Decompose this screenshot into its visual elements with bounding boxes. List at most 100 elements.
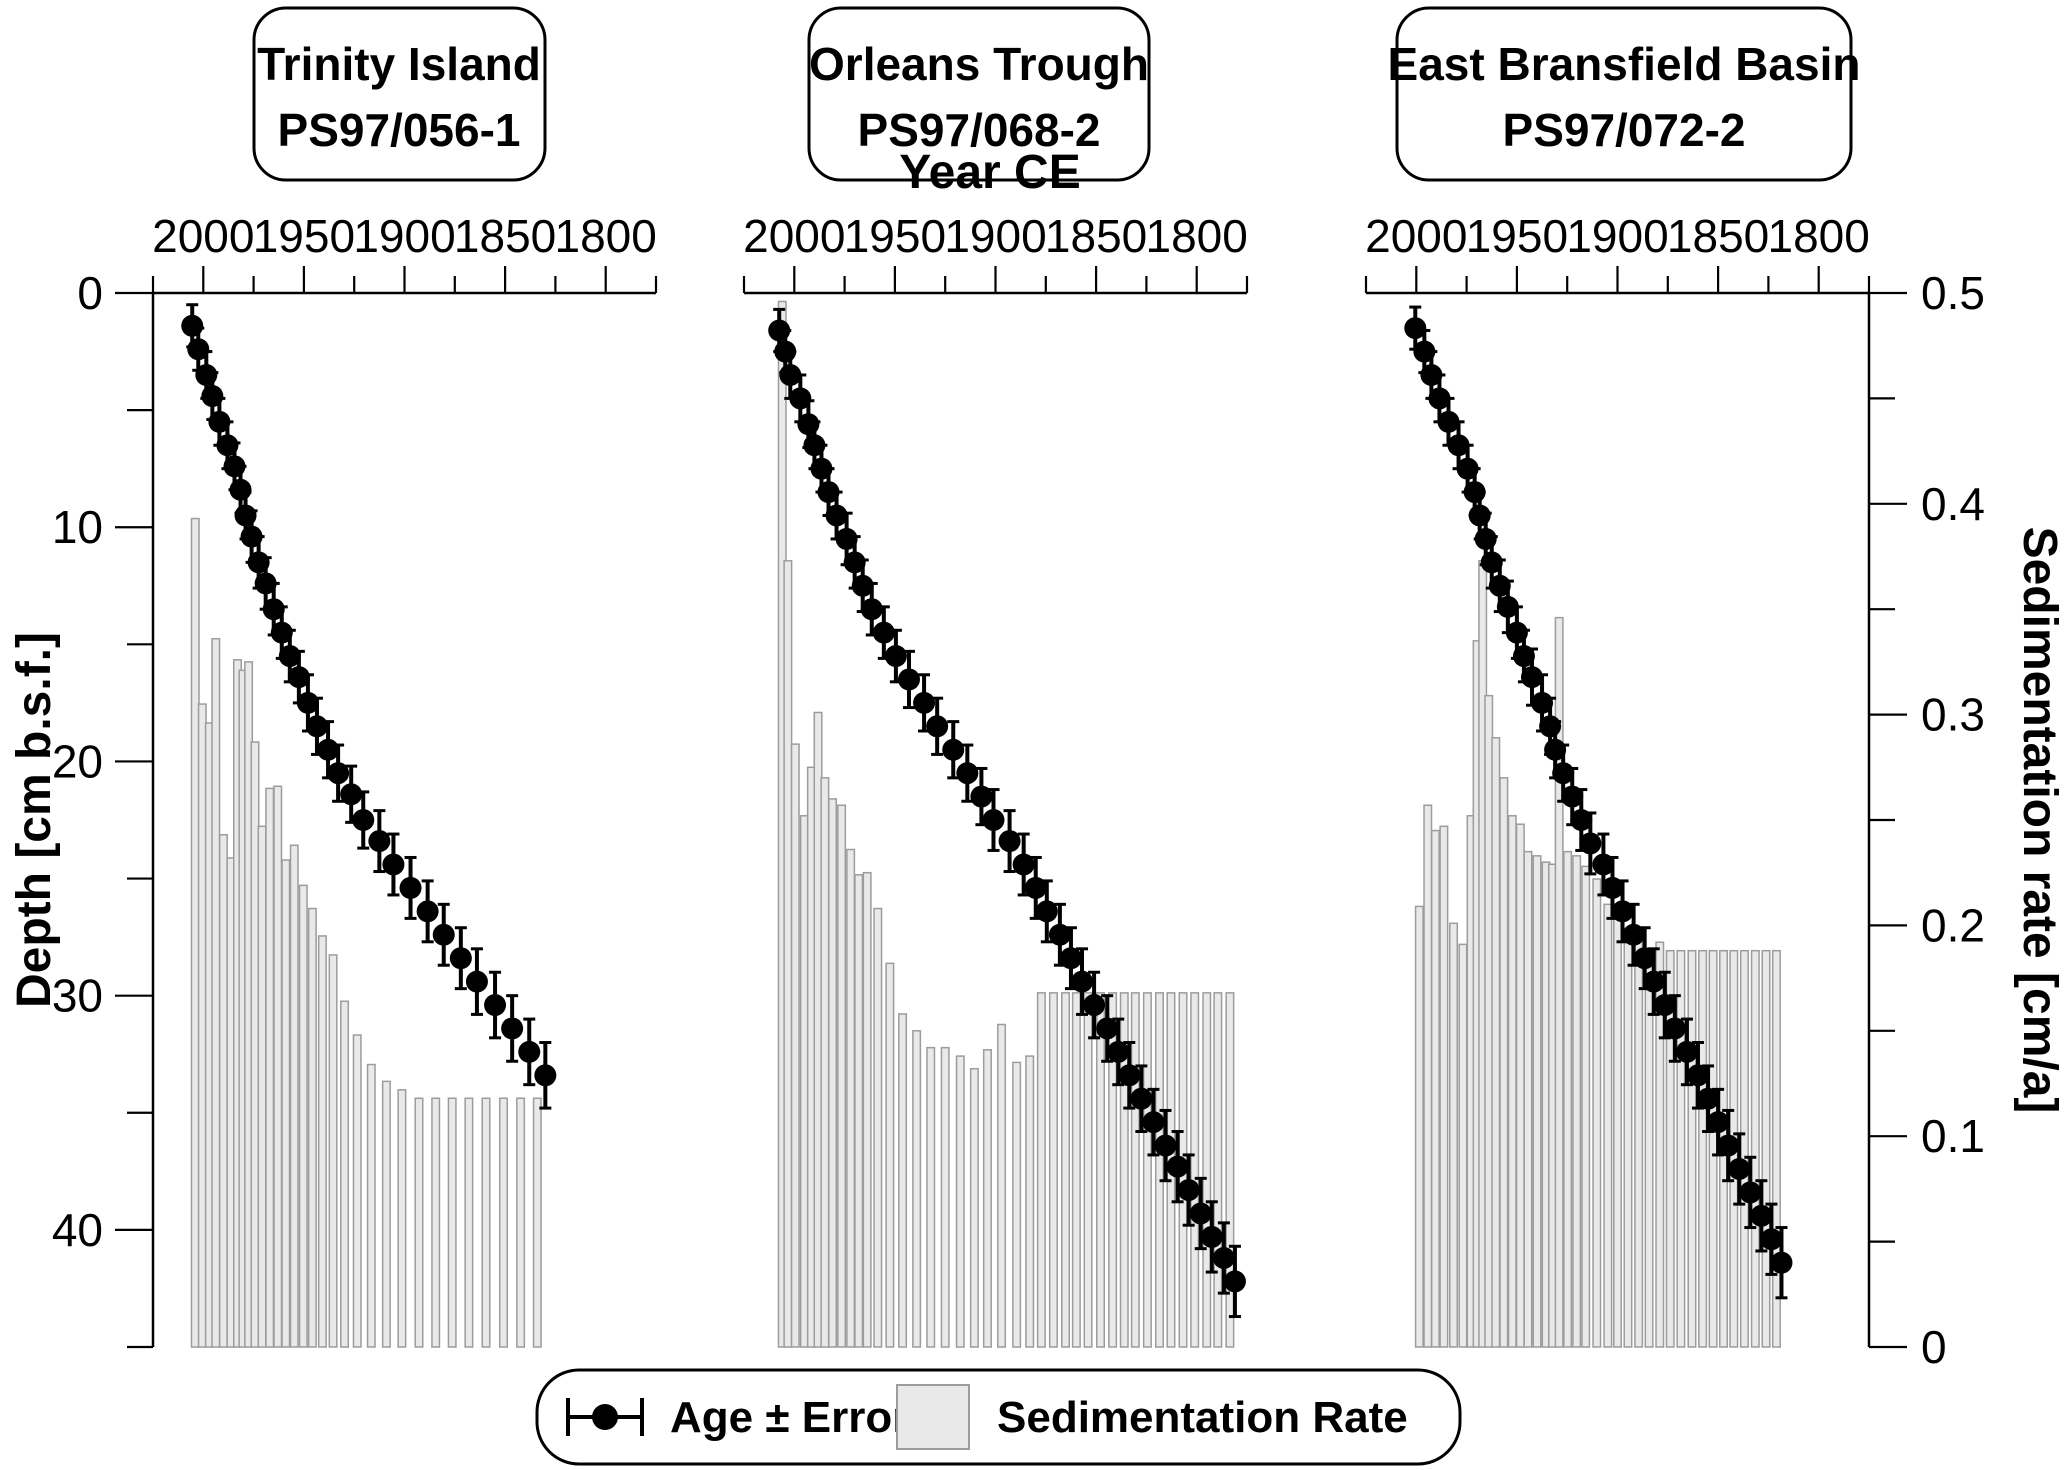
age-error-points [1404,305,1793,1300]
age-point [1223,1270,1246,1293]
age-point [825,504,848,527]
sedimentation-rate-bar [912,1030,922,1348]
y-left-tick-label: 30 [52,970,103,1022]
age-point [501,1017,524,1040]
x-axis-tick-label: 1850 [1667,210,1769,262]
age-point [229,478,252,501]
sedimentation-rate-bar [1687,949,1697,1348]
panel-title-box-east-bransfield-basin: East Bransfield Basin PS97/072-2 [1388,6,1860,182]
age-point [1697,1087,1720,1110]
x-axis-tick-label: 2000 [743,210,845,262]
sedimentation-rate-bar [1613,909,1622,1348]
y-left-tick-label: 40 [52,1204,103,1256]
age-point [1404,317,1427,340]
sedimentation-rate-bar [298,884,308,1348]
sedimentation-rate-bars [190,517,542,1348]
age-point [1154,1134,1177,1157]
sedimentation-rate-bar [218,834,228,1348]
panel-title-orleans-trough: Orleans Trough [809,38,1149,90]
age-point [449,947,472,970]
sedimentation-rate-bar [1190,992,1200,1348]
sedimentation-rate-bar [997,1023,1007,1348]
sedimentation-rate-bar [1213,992,1223,1348]
age-point [484,994,507,1017]
age-point [942,738,965,761]
age-point [1770,1251,1793,1274]
sedimentation-rate-bar [1771,949,1781,1348]
age-point [970,785,993,808]
sedimentation-rate-bar [1507,815,1517,1348]
sedimentation-rate-bar [273,785,283,1348]
age-point [1083,994,1106,1017]
age-point [1048,923,1071,946]
x-axis-tick-label: 2000 [152,210,254,262]
sedimentation-rate-bar [955,1055,965,1348]
sedimentation-rate-bars [1414,559,1781,1348]
age-point [534,1064,557,1087]
age-point [926,715,949,738]
sedimentation-rate-bar [820,777,830,1348]
age-point [1130,1087,1153,1110]
age-point [1707,1111,1730,1134]
sedimentation-rate-bar [1572,855,1582,1348]
sedimentation-rate-bar [862,871,872,1348]
x-axis-tick-label: 2000 [1365,210,1467,262]
sedimentation-rate-bar [381,1080,391,1348]
sedimentation-rate-bar [1036,992,1046,1348]
y-right-tick-label: 0 [1921,1321,1947,1373]
panel-title-box-trinity-island: Trinity Island PS97/056-1 [252,6,547,182]
x-axis-tick-label: 1950 [253,210,355,262]
y-right-axis-title: Sedimentation rate [cm/a] [2013,527,2066,1114]
panel-title-box-orleans-trough: Orleans Trough PS97/068-2 [807,6,1151,182]
age-point [913,691,936,714]
sedimentation-rate-bar [846,848,856,1348]
age-point [1166,1155,1189,1178]
sedimentation-rate-bar [414,1097,424,1348]
age-point [1592,853,1615,876]
age-point [1420,363,1443,386]
age-point [1071,970,1094,993]
age-point [399,876,422,899]
sedimentation-rate-bar [317,935,327,1348]
sedimentation-rate-bar [1665,949,1675,1348]
age-point [1059,947,1082,970]
age-point [317,738,340,761]
x-axis-tick-label: 1850 [454,210,556,262]
sedimentation-rate-bar [1563,850,1573,1348]
age-point [1035,900,1058,923]
age-point [340,783,363,806]
age-point [1561,785,1584,808]
y-right-tick-label: 0.2 [1921,899,1985,951]
sedimentation-rate-bar [1130,992,1140,1348]
age-point [851,574,874,597]
age-point [982,809,1005,831]
age-point [1177,1179,1200,1202]
age-point [860,598,883,621]
sedimentation-rate-bar [1655,941,1665,1348]
sedimentation-rate-bar [1430,829,1440,1348]
age-point [1512,645,1535,668]
sedimentation-rate-bar [1458,943,1468,1348]
sedimentation-rate-bar [969,1067,979,1348]
age-point [1717,1134,1740,1157]
sedimentation-rate-bar [281,859,291,1348]
sedimentation-rate-bar [1708,949,1718,1348]
age-point [382,853,405,876]
sedimentation-rate-bar [1449,922,1459,1348]
sedimentation-rate-bar [352,1034,362,1348]
sedimentation-rate-bar [828,798,838,1348]
sedimentation-rate-bar [1623,930,1633,1348]
sedimentation-rate-bar [328,954,338,1348]
sedimentation-rate-bar [1499,777,1509,1348]
age-point [1428,387,1451,410]
panel-core-id-orleans-trough: PS97/068-2 [858,104,1101,156]
age-point [817,481,840,504]
age-point [1447,434,1470,457]
sedimentation-rate-bar [340,1000,350,1348]
age-point [187,338,210,361]
sedimentation-rate-bar [1603,903,1613,1348]
y-left-tick-label: 0 [77,267,103,319]
sedimentation-rate-bar [1676,949,1686,1348]
age-point [262,598,285,621]
